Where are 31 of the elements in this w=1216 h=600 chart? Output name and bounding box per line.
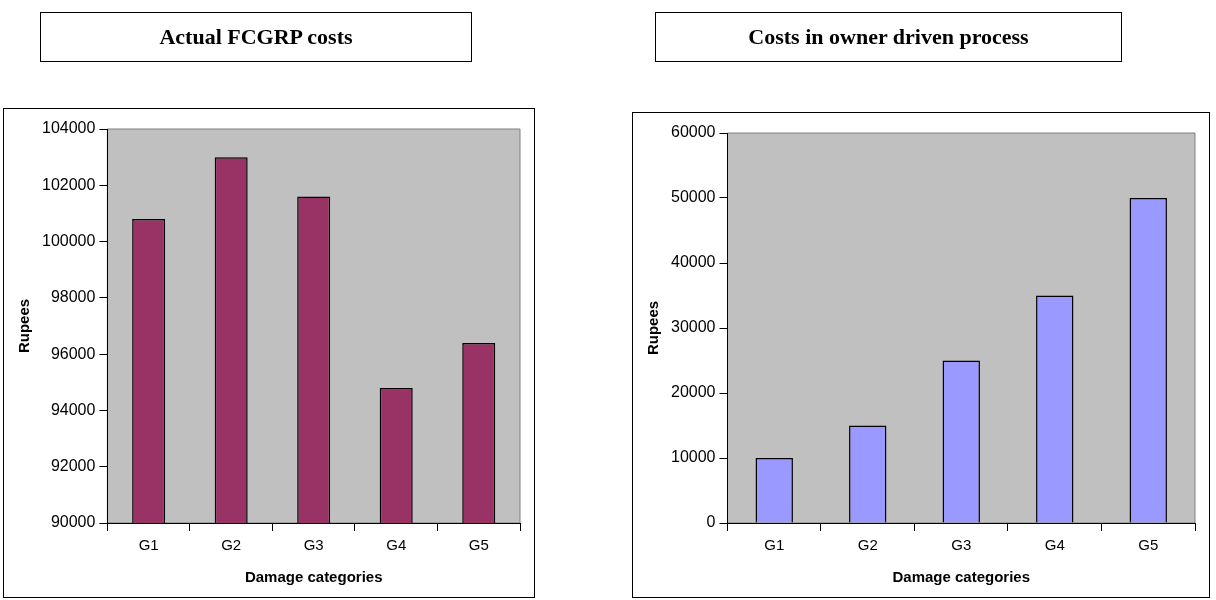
y-tick-label: 104000: [42, 119, 96, 137]
x-tick-label: G5: [1138, 536, 1159, 554]
x-tick-label: G4: [1044, 536, 1065, 554]
x-axis-title: Damage categories: [892, 568, 1031, 586]
x-tick-label: G3: [303, 536, 324, 554]
y-tick-label: 98000: [50, 288, 96, 306]
y-tick-label: 10000: [670, 448, 716, 466]
x-tick-label: G1: [138, 536, 159, 554]
y-tick-label: 30000: [670, 318, 716, 336]
y-tick-label: 100000: [42, 231, 96, 249]
chart-title: Costs in owner driven process: [655, 12, 1122, 62]
y-tick-label: 94000: [50, 400, 96, 418]
y-tick-label: 102000: [42, 175, 96, 193]
y-axis-title: Rupees: [15, 298, 33, 354]
y-tick-label: 20000: [670, 383, 716, 401]
y-tick-label: 96000: [50, 344, 96, 362]
x-tick-label: G3: [951, 536, 972, 554]
x-tick-label: G1: [764, 536, 785, 554]
x-tick-label: G5: [468, 536, 489, 554]
x-tick-label: G4: [386, 536, 407, 554]
y-tick-label: 90000: [50, 513, 96, 531]
y-tick-label: 50000: [670, 188, 716, 206]
x-tick-label: G2: [857, 536, 878, 554]
y-tick-label: 40000: [670, 253, 716, 271]
x-axis-title: Damage categories: [244, 568, 383, 586]
y-tick-label: 60000: [670, 123, 716, 141]
y-tick-label: 92000: [50, 457, 96, 475]
x-tick-label: G2: [221, 536, 242, 554]
chart-title: Actual FCGRP costs: [40, 12, 472, 62]
y-tick-label: 0: [706, 513, 716, 531]
y-axis-title: Rupees: [644, 300, 662, 356]
